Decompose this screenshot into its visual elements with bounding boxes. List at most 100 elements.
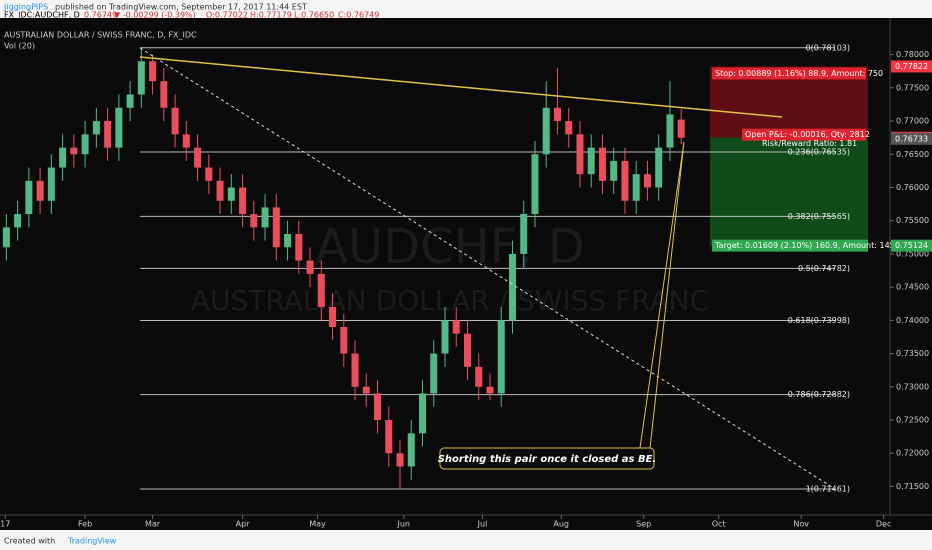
ohlc-open: O:0.77022	[206, 11, 248, 20]
fib-label: 0.5(0.74782)	[798, 264, 850, 273]
fib-label: 0.236(0.76535)	[788, 147, 850, 156]
x-tick-label: Jun	[397, 520, 411, 529]
target-label: Target: 0.01609 (2.10%) 160.9, Amount: 1…	[714, 241, 913, 250]
x-tick-label: Mar	[145, 520, 161, 529]
candle-body	[295, 233, 303, 261]
y-tick-label: 0.77500	[896, 83, 929, 92]
candle-body	[36, 180, 44, 201]
candle-body	[553, 107, 561, 122]
stop-label-box	[712, 67, 866, 80]
callout-lines	[639, 141, 685, 449]
candle-body	[531, 154, 539, 215]
price-marker-label: 0.76733	[895, 134, 928, 143]
published: published on TradingView.com, September …	[55, 3, 307, 12]
candle-body	[655, 147, 663, 188]
y-tick-label: 0.74000	[896, 316, 929, 325]
x-tick-label: Oct	[712, 520, 726, 529]
price-marker	[891, 239, 932, 252]
candle-body	[160, 81, 168, 108]
y-tick-label: 0.73500	[896, 349, 929, 358]
candle-body	[452, 320, 460, 334]
x-tick-label: Apr	[236, 520, 251, 529]
candle-body	[542, 107, 550, 155]
symbol: FX_IDC:AUDCHF, D	[4, 11, 80, 20]
target-label-box	[712, 239, 868, 252]
candle-body	[351, 353, 359, 387]
fib-label: 0.618(0.73998)	[788, 316, 850, 325]
fib-label: 1(0.71461)	[806, 485, 850, 494]
candle-body	[205, 167, 213, 181]
candle-body	[497, 320, 505, 394]
y-tick-label: 0.76500	[896, 150, 929, 159]
y-tick-label: 0.74500	[896, 283, 929, 292]
x-tick-label: Feb	[78, 520, 92, 529]
candle-body	[385, 420, 393, 454]
candle-body	[25, 180, 33, 215]
candle-body	[284, 233, 292, 248]
annotation: Shorting this pair once it closed as BE.	[438, 454, 657, 465]
candle-body	[632, 174, 640, 201]
candle-body	[2, 227, 10, 248]
y-tick-label: 0.75500	[896, 216, 929, 225]
candle-body	[441, 320, 449, 354]
candle-body	[430, 353, 438, 394]
candle-body	[81, 134, 89, 155]
candle-body	[14, 214, 22, 228]
candle-body	[598, 147, 606, 181]
price-marker	[891, 132, 932, 145]
candle-body	[47, 167, 55, 201]
change: ▼ -0.00299 (-0.39%)	[114, 11, 196, 20]
y-tick-label: 0.77000	[896, 117, 929, 126]
candle-body	[216, 180, 224, 201]
pnl-label: Open P&L: -0.00016, Qty: 2812	[745, 130, 870, 139]
y-tick-label: 0.73000	[896, 382, 929, 391]
candle-body	[520, 214, 528, 254]
target-zone	[710, 137, 868, 246]
pnl-label-box	[742, 128, 866, 141]
y-tick-label: 0.72000	[896, 449, 929, 458]
candle-body	[576, 134, 584, 175]
candle-body	[610, 160, 618, 181]
candle-body	[272, 207, 280, 248]
candle-body	[115, 107, 123, 148]
candle-body	[677, 119, 685, 138]
candle-body	[419, 393, 427, 434]
trend-line	[139, 56, 783, 118]
watermark-name: AUSTRALIAN DOLLAR / SWISS FRANC	[191, 284, 709, 317]
annotation-box	[439, 447, 655, 470]
candle-body	[250, 214, 258, 228]
candle-body	[317, 273, 325, 308]
price-marker-label: 0.75124	[895, 241, 928, 250]
candle-body	[70, 147, 78, 155]
candle-body	[306, 260, 314, 274]
candle-body	[59, 147, 67, 168]
candle-body	[194, 147, 202, 168]
candle-body	[486, 386, 494, 394]
price-marker	[891, 60, 932, 73]
indicator: Vol (20)	[4, 42, 35, 51]
author[interactable]: JiggingPIPS	[3, 3, 48, 12]
candle-body	[340, 326, 348, 354]
candle-body	[126, 94, 134, 108]
candle-body	[666, 114, 674, 148]
candle-body	[92, 121, 100, 135]
footer-brand[interactable]: TradingView	[67, 537, 117, 546]
fib-label: 0(0.78103)	[806, 43, 850, 52]
y-tick-label: 0.71500	[896, 482, 929, 491]
candle-body	[396, 453, 404, 467]
candle-body	[137, 61, 145, 95]
candle-body	[643, 174, 651, 188]
x-tick-label: May	[309, 520, 326, 529]
candle-body	[463, 333, 471, 367]
fib-label: 0.382(0.75565)	[788, 212, 850, 221]
fib-trend-line	[139, 47, 836, 490]
ohlc-low: L:0.76650	[294, 11, 334, 20]
stop-label: Stop: 0.00889 (1.16%) 88.9, Amount: 750	[715, 69, 883, 78]
ratio-label: Risk/Reward Ratio: 1.81	[762, 139, 857, 148]
x-tick-label: 17	[0, 520, 10, 529]
footer-bar	[0, 530, 932, 550]
candle-body	[621, 160, 629, 201]
candle-body	[149, 61, 157, 82]
candle-body	[104, 121, 112, 148]
candle-body	[227, 187, 235, 201]
